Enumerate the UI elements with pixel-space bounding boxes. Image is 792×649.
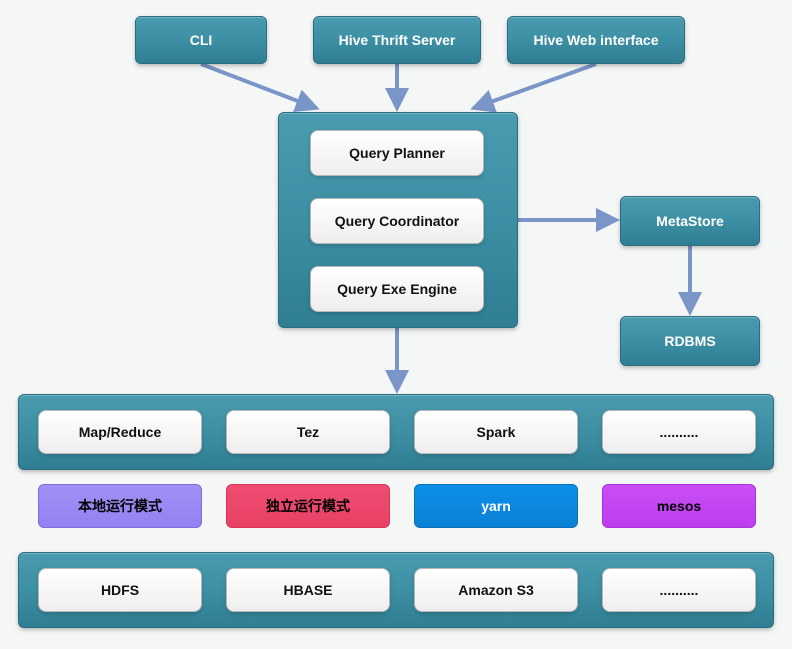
node-thrift-server: Hive Thrift Server: [313, 16, 481, 64]
node-query-engine: Query Exe Engine: [310, 266, 484, 312]
node-label: 本地运行模式: [78, 496, 162, 516]
node-label: Query Coordinator: [335, 213, 459, 229]
node-metastore: MetaStore: [620, 196, 760, 246]
node-mesos: mesos: [602, 484, 756, 528]
node-label: mesos: [657, 498, 701, 514]
node-web-interface: Hive Web interface: [507, 16, 685, 64]
node-yarn: yarn: [414, 484, 578, 528]
node-label: Spark: [477, 424, 516, 440]
diagram-canvas: CLI Hive Thrift Server Hive Web interfac…: [0, 0, 792, 649]
node-cli: CLI: [135, 16, 267, 64]
node-exec-more: ..........: [602, 410, 756, 454]
node-spark: Spark: [414, 410, 578, 454]
node-label: Amazon S3: [458, 582, 533, 598]
node-label: Hive Thrift Server: [339, 32, 456, 48]
node-label: Map/Reduce: [79, 424, 161, 440]
node-label: HDFS: [101, 582, 139, 598]
node-hbase: HBASE: [226, 568, 390, 612]
node-label: ..........: [660, 424, 699, 440]
node-standalone-mode: 独立运行模式: [226, 484, 390, 528]
node-label: Hive Web interface: [533, 32, 658, 48]
node-label: yarn: [481, 498, 511, 514]
node-label: 独立运行模式: [266, 496, 350, 516]
node-tez: Tez: [226, 410, 390, 454]
node-local-mode: 本地运行模式: [38, 484, 202, 528]
node-label: MetaStore: [656, 213, 724, 229]
node-mapreduce: Map/Reduce: [38, 410, 202, 454]
node-label: HBASE: [283, 582, 332, 598]
node-query-coordinator: Query Coordinator: [310, 198, 484, 244]
node-label: Tez: [297, 424, 319, 440]
node-hdfs: HDFS: [38, 568, 202, 612]
node-rdbms: RDBMS: [620, 316, 760, 366]
node-storage-more: ..........: [602, 568, 756, 612]
node-label: Query Planner: [349, 145, 445, 161]
node-amazon-s3: Amazon S3: [414, 568, 578, 612]
node-query-planner: Query Planner: [310, 130, 484, 176]
node-label: Query Exe Engine: [337, 281, 457, 297]
node-label: ..........: [660, 582, 699, 598]
node-label: RDBMS: [664, 333, 715, 349]
node-label: CLI: [190, 32, 213, 48]
